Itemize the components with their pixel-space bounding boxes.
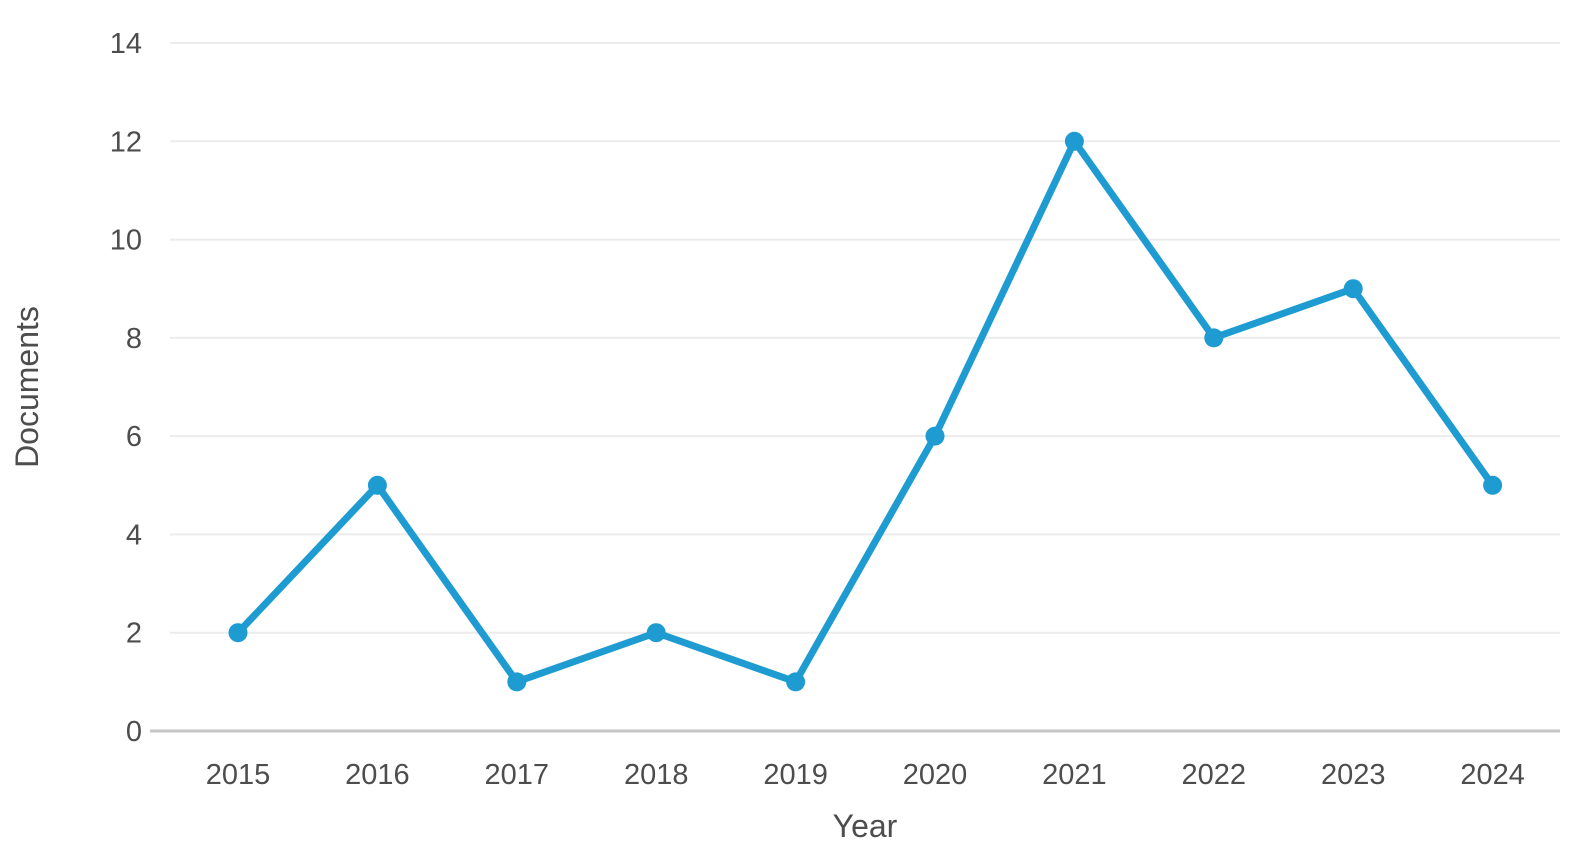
- y-tick-label-6: 6: [126, 421, 142, 453]
- data-point-2022[interactable]: [1204, 328, 1224, 348]
- data-point-2017[interactable]: [507, 672, 527, 692]
- x-tick-label-2019: 2019: [763, 759, 828, 791]
- x-tick-label-2017: 2017: [485, 759, 550, 791]
- y-tick-label-12: 12: [110, 126, 142, 158]
- x-tick-label-2021: 2021: [1042, 759, 1107, 791]
- data-point-2021[interactable]: [1064, 131, 1084, 151]
- y-axis-title: Documents: [9, 306, 45, 468]
- series-line: [234, 137, 1497, 686]
- documents-line-series: [228, 131, 1503, 692]
- y-tick-label-14: 14: [110, 28, 142, 60]
- x-tick-label-2016: 2016: [345, 759, 410, 791]
- data-point-2020[interactable]: [925, 426, 945, 446]
- x-axis-title: Year: [833, 808, 898, 844]
- gridlines: [170, 42, 1560, 634]
- x-tick-label-2024: 2024: [1460, 759, 1525, 791]
- y-axis-tick-labels: 0 2 4 6 8 10 12 14: [110, 28, 142, 748]
- y-tick-label-2: 2: [126, 618, 142, 650]
- x-tick-label-2020: 2020: [903, 759, 968, 791]
- x-tick-label-2015: 2015: [206, 759, 271, 791]
- y-tick-label-0: 0: [126, 716, 142, 748]
- data-point-2018[interactable]: [646, 623, 666, 643]
- y-tick-label-8: 8: [126, 323, 142, 355]
- data-point-2019[interactable]: [786, 672, 806, 692]
- x-tick-label-2022: 2022: [1182, 759, 1247, 791]
- x-axis-tick-labels: 2015 2016 2017 2018 2019 2020 2021 2022 2023 2024: [206, 759, 1525, 791]
- x-tick-label-2018: 2018: [624, 759, 689, 791]
- y-tick-label-10: 10: [110, 225, 142, 257]
- data-point-2023[interactable]: [1343, 279, 1363, 299]
- y-tick-label-4: 4: [126, 519, 142, 551]
- data-point-2024[interactable]: [1483, 475, 1503, 495]
- x-tick-label-2023: 2023: [1321, 759, 1386, 791]
- data-point-2015[interactable]: [228, 623, 248, 643]
- data-point-2016[interactable]: [367, 475, 387, 495]
